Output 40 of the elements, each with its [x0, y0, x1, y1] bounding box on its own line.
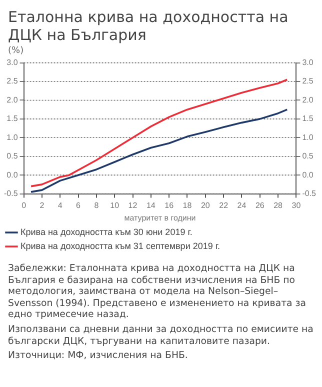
y2-tick-label: 1.5 [302, 114, 314, 124]
chart-title: Еталонна крива на доходността на ДЦК на България [7, 7, 290, 44]
y2-tick-label: -0.5 [302, 189, 317, 198]
y-tick-label: 1.0 [6, 132, 18, 142]
y-tick-label: 3.0 [6, 58, 18, 68]
y-tick-label: 2.5 [6, 76, 18, 86]
x-axis-title: матуритет в години [124, 213, 196, 222]
y2-tick-label: 2.5 [302, 76, 314, 86]
x-tick-label: 8 [94, 200, 100, 210]
x-tick-label: 24 [237, 200, 247, 210]
x-tick-label: 18 [182, 200, 192, 210]
x-tick-label: 14 [146, 200, 156, 210]
x-tick-label: 10 [110, 200, 120, 210]
legend-label: Крива на доходността към 30 юни 2019 г. [20, 226, 192, 237]
text: Забележки: Еталонната крива на доходността на ДЦК на България е базирана на собствени изчисления на БНБ по методология, заимствана от модела на Nelson–Siegel–Svensson (1994). Представено е изменението на кривата за едно тримесечие назад. [8, 263, 307, 321]
y2-tick-label: 2.0 [302, 95, 314, 104]
y-tick-label: 2.0 [6, 95, 18, 104]
y2-tick-label: 1.0 [302, 132, 314, 142]
x-tick-label: 30 [292, 200, 302, 210]
y-tick-label: 1.5 [6, 114, 18, 124]
x-tick-label: 26 [255, 200, 265, 210]
x-tick-label: 16 [164, 200, 174, 210]
x-tick-label: 20 [200, 200, 210, 210]
y-axis-title: (%) [7, 45, 25, 56]
text: Източници: МФ, изчисления на БНБ. [8, 350, 189, 362]
y2-tick-label: 3.0 [302, 58, 314, 68]
y-tick-label: 0.0 [6, 170, 18, 180]
x-tick-label: 6 [76, 200, 82, 210]
y2-tick-label: 0.5 [302, 152, 314, 161]
y-tick-label: 0.5 [6, 152, 18, 161]
x-tick-label: 4 [58, 200, 63, 210]
x-tick-label: 22 [219, 200, 229, 210]
x-tick-label: 2 [40, 200, 45, 210]
x-tick-label: 12 [128, 200, 138, 210]
y2-tick-label: 0.0 [302, 170, 314, 180]
legend-label: Крива на доходността към 31 септември 2019 г. [20, 240, 220, 251]
y-tick-label: -0.5 [4, 189, 18, 198]
x-tick-label: 28 [274, 200, 284, 210]
x-tick-label: 0 [22, 200, 27, 210]
text: Използвани са дневни данни за доходността по емисиите на български ДЦК, търгувани на капиталовите пазари. [8, 324, 314, 348]
